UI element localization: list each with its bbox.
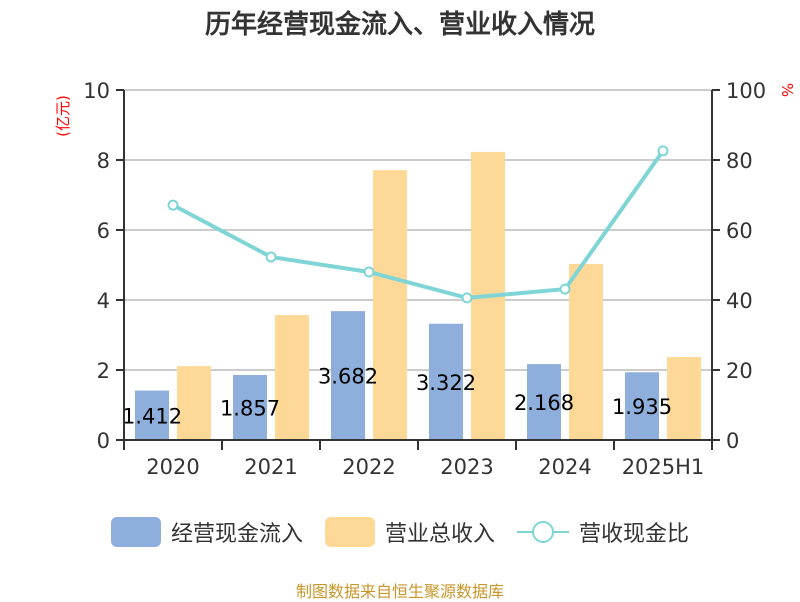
- ratio-point-marker[interactable]: [167, 199, 179, 211]
- y-tick-label: 0: [97, 429, 110, 453]
- cash-inflow-bar[interactable]: [625, 372, 659, 440]
- y-tick-label: 6: [97, 219, 110, 243]
- source-footer: 制图数据来自恒生聚源数据库: [295, 582, 504, 601]
- y2-tick-label: 0: [726, 429, 739, 453]
- bar-value-label: 1.412: [122, 404, 182, 428]
- ratio-point-marker[interactable]: [363, 266, 375, 278]
- cash-inflow-bar[interactable]: [135, 390, 169, 440]
- right-unit-label: %: [778, 83, 796, 97]
- y-tick-label: 4: [97, 289, 110, 313]
- legend-item-cash-inflow[interactable]: 经营现金流入: [110, 516, 303, 548]
- x-tick-label: 2023: [440, 455, 493, 479]
- y2-tick-label: 20: [726, 359, 753, 383]
- x-tick-label: 2024: [538, 455, 591, 479]
- cash-inflow-swatch-icon: [110, 517, 161, 547]
- y2-tick-label: 40: [726, 289, 753, 313]
- ratio-line: [172, 149, 665, 300]
- legend-item-revenue[interactable]: 营业总收入: [324, 516, 495, 548]
- chart-legend: 经营现金流入 营业总收入 营收现金比: [0, 516, 800, 548]
- bar-value-label: 1.857: [220, 397, 280, 421]
- cash-inflow-bar[interactable]: [527, 364, 561, 440]
- revenue-swatch-icon: [324, 517, 375, 547]
- cash-inflow-bar[interactable]: [331, 311, 365, 440]
- legend-label: 经营现金流入: [170, 522, 303, 547]
- line-circle-marker-icon: [517, 521, 569, 543]
- chart-title: 历年经营现金流入、营业收入情况: [204, 10, 595, 40]
- left-unit-label: (亿元): [54, 95, 72, 137]
- revenue-bar[interactable]: [667, 357, 701, 440]
- bar-value-label: 3.322: [416, 371, 476, 395]
- y-tick-label: 2: [97, 359, 110, 383]
- revenue-bar[interactable]: [177, 366, 211, 440]
- ratio-point-marker[interactable]: [265, 251, 277, 263]
- cash-inflow-bar[interactable]: [233, 375, 267, 440]
- legend-item-ratio[interactable]: 营收现金比: [517, 516, 689, 548]
- y2-tick-label: 60: [726, 219, 753, 243]
- x-tick-label: 2021: [244, 455, 297, 479]
- legend-label: 营业总收入: [384, 522, 495, 547]
- bar-value-label: 3.682: [318, 365, 378, 389]
- ratio-point-marker[interactable]: [559, 283, 571, 295]
- ratio-point-marker[interactable]: [461, 292, 473, 304]
- legend-label: 营收现金比: [579, 522, 690, 547]
- x-tick-label: 2020: [146, 455, 199, 479]
- revenue-bar[interactable]: [569, 263, 603, 440]
- revenue-bar[interactable]: [275, 315, 309, 440]
- bar-value-label: 1.935: [612, 395, 672, 419]
- x-tick-label: 2025H1: [622, 455, 705, 479]
- y-tick-label: 10: [83, 79, 110, 103]
- ratio-point-marker[interactable]: [657, 145, 669, 157]
- bar-value-label: 2.168: [514, 391, 574, 415]
- y2-tick-label: 100: [726, 79, 766, 103]
- x-tick-label: 2022: [342, 455, 395, 479]
- y2-tick-label: 80: [726, 149, 753, 173]
- y-tick-label: 8: [97, 149, 110, 173]
- revenue-bar[interactable]: [373, 170, 407, 440]
- cash-inflow-bar[interactable]: [429, 323, 463, 440]
